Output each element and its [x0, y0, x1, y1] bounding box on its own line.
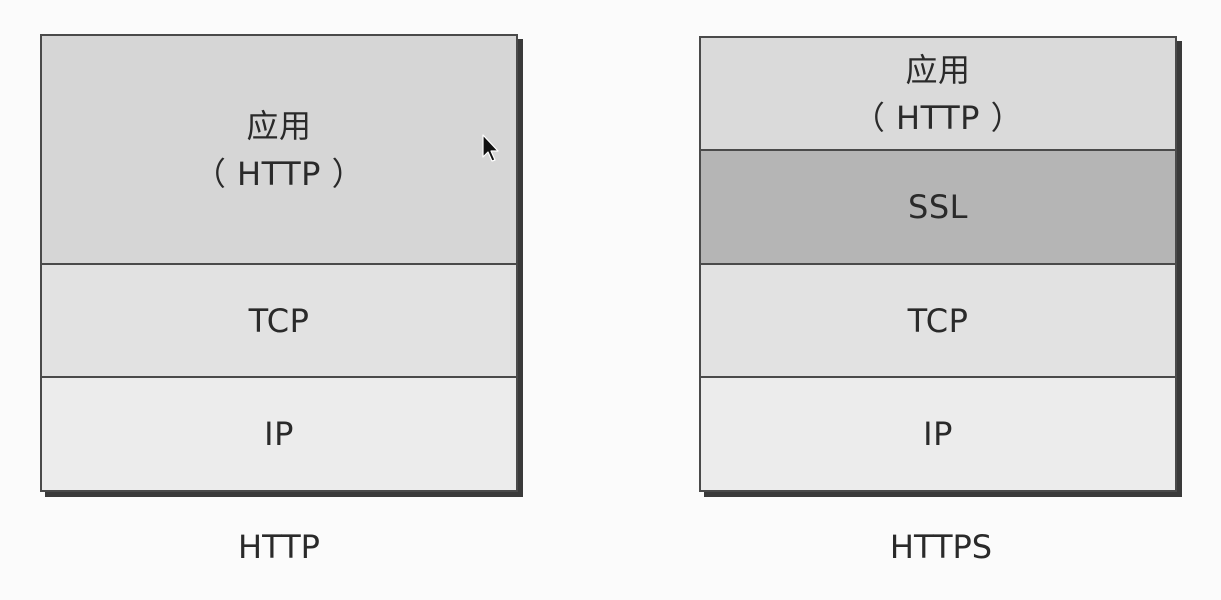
https-stack: 应用 （ HTTP ） SSL TCP IP	[699, 36, 1177, 492]
https-tcp-layer: TCP	[701, 265, 1175, 378]
ssl-layer-label: SSL	[908, 188, 968, 226]
https-caption: HTTPS	[889, 528, 993, 566]
tcp-layer-label: TCP	[907, 301, 969, 340]
http-application-layer: 应用 （ HTTP ）	[42, 36, 516, 265]
http-ip-layer: IP	[42, 378, 516, 490]
https-ip-layer: IP	[701, 378, 1175, 490]
application-layer-protocol: （ HTTP ）	[193, 154, 365, 193]
https-ssl-layer: SSL	[701, 151, 1175, 265]
application-layer-label: 应用	[905, 50, 971, 89]
ip-layer-label: IP	[264, 415, 294, 453]
http-stack: 应用 （ HTTP ） TCP IP	[40, 34, 518, 492]
ip-layer-label: IP	[923, 415, 953, 453]
application-layer-label: 应用	[246, 106, 312, 145]
application-layer-protocol: （ HTTP ）	[852, 98, 1024, 137]
mouse-pointer-icon	[482, 134, 499, 162]
http-caption: HTTP	[238, 528, 320, 566]
http-tcp-layer: TCP	[42, 265, 516, 378]
tcp-layer-label: TCP	[248, 301, 310, 340]
https-application-layer: 应用 （ HTTP ）	[701, 38, 1175, 151]
